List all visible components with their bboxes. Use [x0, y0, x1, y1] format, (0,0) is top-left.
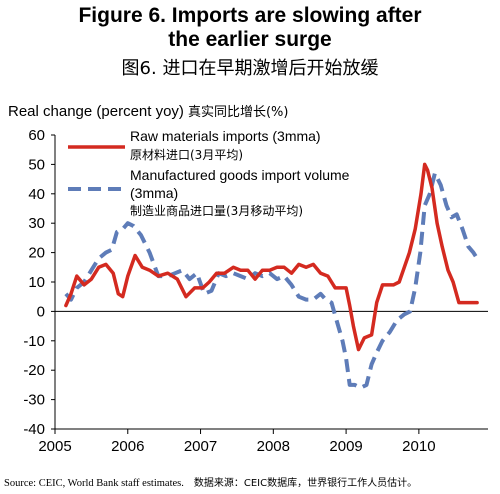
y-tick-label: -30 [23, 392, 45, 409]
source-note-en: Source: CEIC, World Bank staff estimates… [4, 478, 184, 489]
y-tick-label: -40 [23, 421, 45, 438]
x-tick-labels: 2005 2006 2007 2008 2009 2010 [38, 438, 435, 455]
legend-label-manufactured-goods-suffix: (3mma) [130, 185, 178, 201]
x-tick-label: 2007 [184, 438, 217, 455]
legend-label-manufactured-goods-cn: 制造业商品进口量(3月移动平均) [130, 203, 303, 218]
series-lines [64, 162, 479, 390]
chart-title-line1: Figure 6. Imports are slowing after [78, 4, 422, 27]
y-tick-label: 20 [28, 245, 45, 262]
x-tick-label: 2009 [329, 438, 362, 455]
y-tick-label: 10 [28, 274, 45, 291]
y-tick-label: -10 [23, 333, 45, 350]
y-tick-label: 60 [28, 127, 45, 144]
y-tick-label: 40 [28, 186, 45, 203]
chart-axes [51, 134, 488, 434]
y-axis-label-cn: 真实同比增长(%) [187, 105, 289, 120]
legend-label-manufactured-goods: Manufactured goods import volume [130, 167, 350, 183]
legend-label-raw-materials-cn: 原材料进口(3月平均) [130, 148, 243, 162]
y-axis-label-en: Real change (percent yoy) [8, 103, 184, 120]
y-tick-labels: 60 50 40 30 20 10 0 -10 -20 -30 -40 [23, 127, 45, 438]
y-tick-label: -20 [23, 362, 45, 379]
series-line-raw-materials [64, 162, 479, 352]
legend-label-raw-materials: Raw materials imports (3mma) [130, 128, 321, 144]
y-tick-label: 30 [28, 215, 45, 232]
source-note-cn: 数据来源：CEIC数据库，世界银行工作人员估计。 [193, 478, 418, 489]
x-tick-label: 2010 [402, 438, 435, 455]
x-tick-label: 2005 [38, 438, 71, 455]
y-tick-label: 50 [28, 156, 45, 173]
series-line-manufactured-goods [64, 171, 479, 390]
chart-title-line2: the earlier surge [168, 28, 332, 51]
chart-subtitle-cn: 图6. 进口在早期激增后开始放缓 [121, 58, 379, 79]
y-axis-label: Real change (percent yoy) 真实同比增长(%) [8, 101, 288, 120]
x-tick-label: 2008 [257, 438, 290, 455]
y-tick-label: 0 [37, 303, 45, 320]
legend: Raw materials imports (3mma) 原材料进口(3月平均)… [68, 128, 350, 218]
source-note: Source: CEIC, World Bank staff estimates… [4, 474, 417, 489]
x-tick-label: 2006 [111, 438, 144, 455]
